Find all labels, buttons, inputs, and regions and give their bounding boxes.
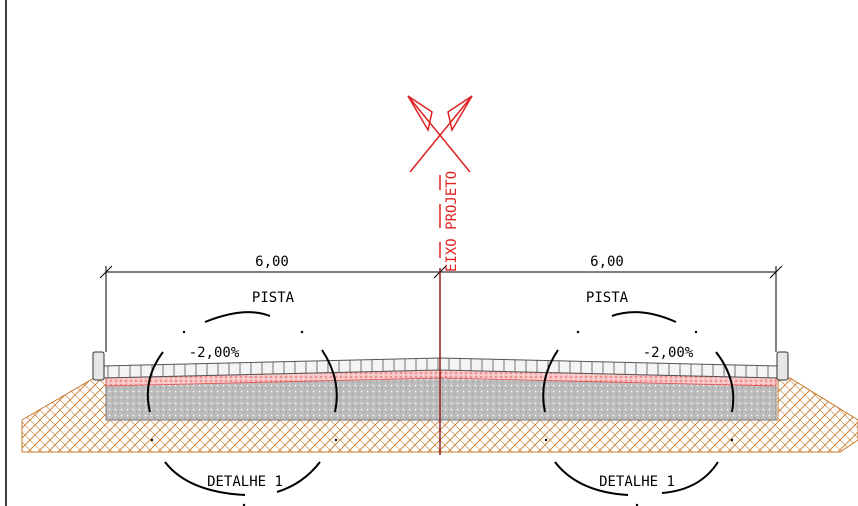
axis-symbol-right [409, 95, 473, 173]
left-width-label: 6,00 [255, 254, 289, 270]
left-detail-circle [146, 311, 338, 496]
axis-symbol-left [407, 95, 471, 173]
right-detail-dots [544, 330, 734, 506]
left-slope-label: -2,00% [189, 345, 240, 361]
pavement-blocks [107, 358, 769, 378]
right-width-label: 6,00 [590, 254, 624, 270]
right-detail-label: DETALHE 1 [599, 474, 675, 490]
right-curb [776, 351, 789, 381]
left-detail-label: DETALHE 1 [207, 474, 283, 490]
project-axis [407, 95, 473, 455]
right-lane-label: PISTA [586, 290, 629, 306]
right-slope-label: -2,00% [643, 345, 694, 361]
left-detail-dots [150, 330, 338, 506]
left-curb [92, 351, 105, 381]
dimension-line [99, 265, 783, 352]
left-lane-label: PISTA [252, 290, 295, 306]
right-detail-circle [542, 311, 735, 496]
axis-label: EIXO PROJETO [444, 171, 460, 272]
